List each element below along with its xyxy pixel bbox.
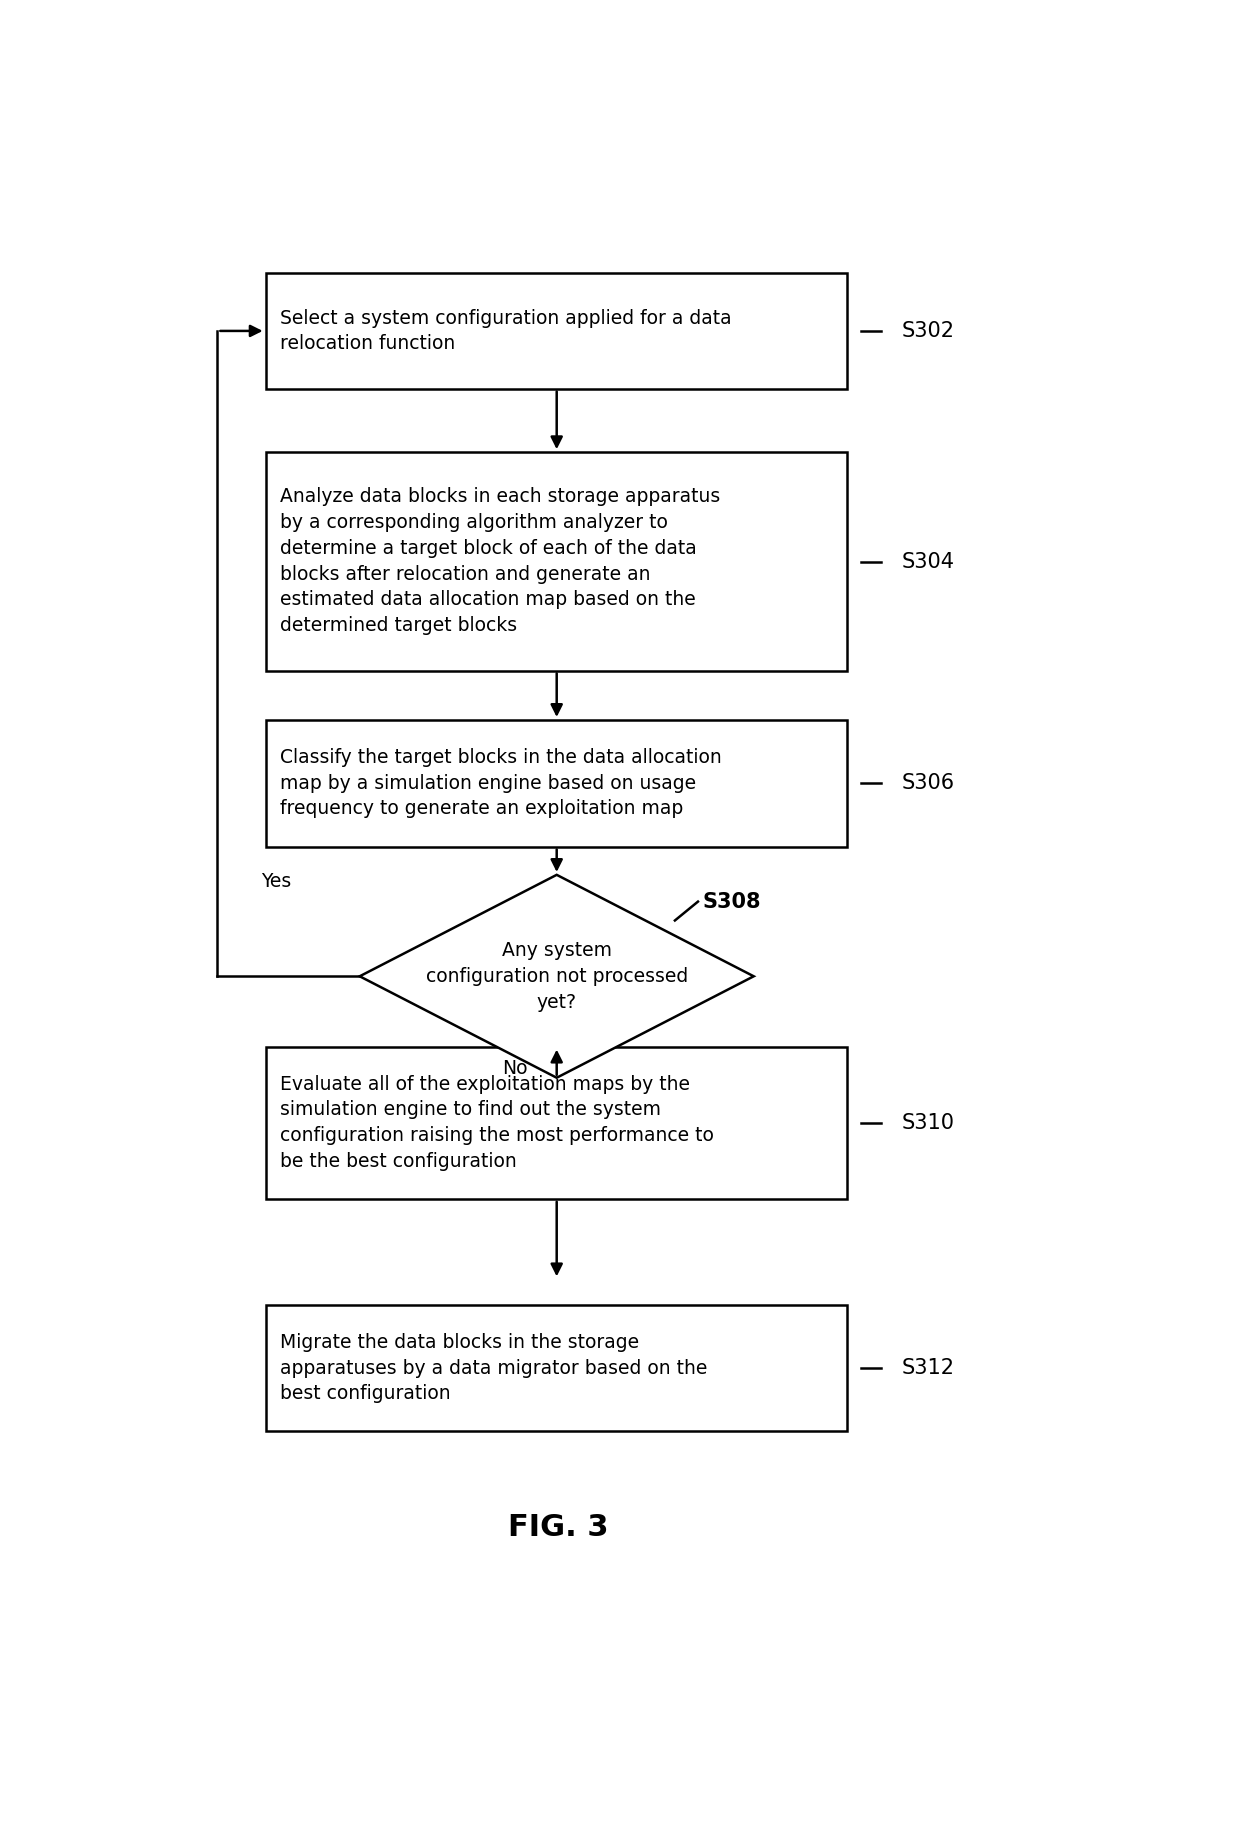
Text: S308: S308 — [703, 891, 761, 911]
Polygon shape — [360, 875, 754, 1078]
Bar — [265, 719, 847, 847]
Text: S302: S302 — [901, 320, 955, 340]
Text: Select a system configuration applied for a data
relocation function: Select a system configuration applied fo… — [280, 309, 732, 353]
Text: FIG. 3: FIG. 3 — [508, 1513, 609, 1541]
Text: Evaluate all of the exploitation maps by the
simulation engine to find out the s: Evaluate all of the exploitation maps by… — [280, 1074, 714, 1171]
Bar — [265, 1047, 847, 1199]
Text: Any system
configuration not processed
yet?: Any system configuration not processed y… — [425, 941, 688, 1012]
Text: S304: S304 — [901, 553, 955, 573]
Text: S310: S310 — [901, 1113, 955, 1133]
Text: S306: S306 — [901, 774, 955, 792]
Text: No: No — [502, 1060, 528, 1078]
Bar — [265, 1305, 847, 1431]
Text: Analyze data blocks in each storage apparatus
by a corresponding algorithm analy: Analyze data blocks in each storage appa… — [280, 487, 720, 635]
Bar — [265, 452, 847, 670]
Bar — [265, 273, 847, 388]
Text: Migrate the data blocks in the storage
apparatuses by a data migrator based on t: Migrate the data blocks in the storage a… — [280, 1332, 707, 1404]
Text: Classify the target blocks in the data allocation
map by a simulation engine bas: Classify the target blocks in the data a… — [280, 748, 722, 818]
Text: S312: S312 — [901, 1358, 955, 1378]
Text: Yes: Yes — [260, 873, 291, 891]
